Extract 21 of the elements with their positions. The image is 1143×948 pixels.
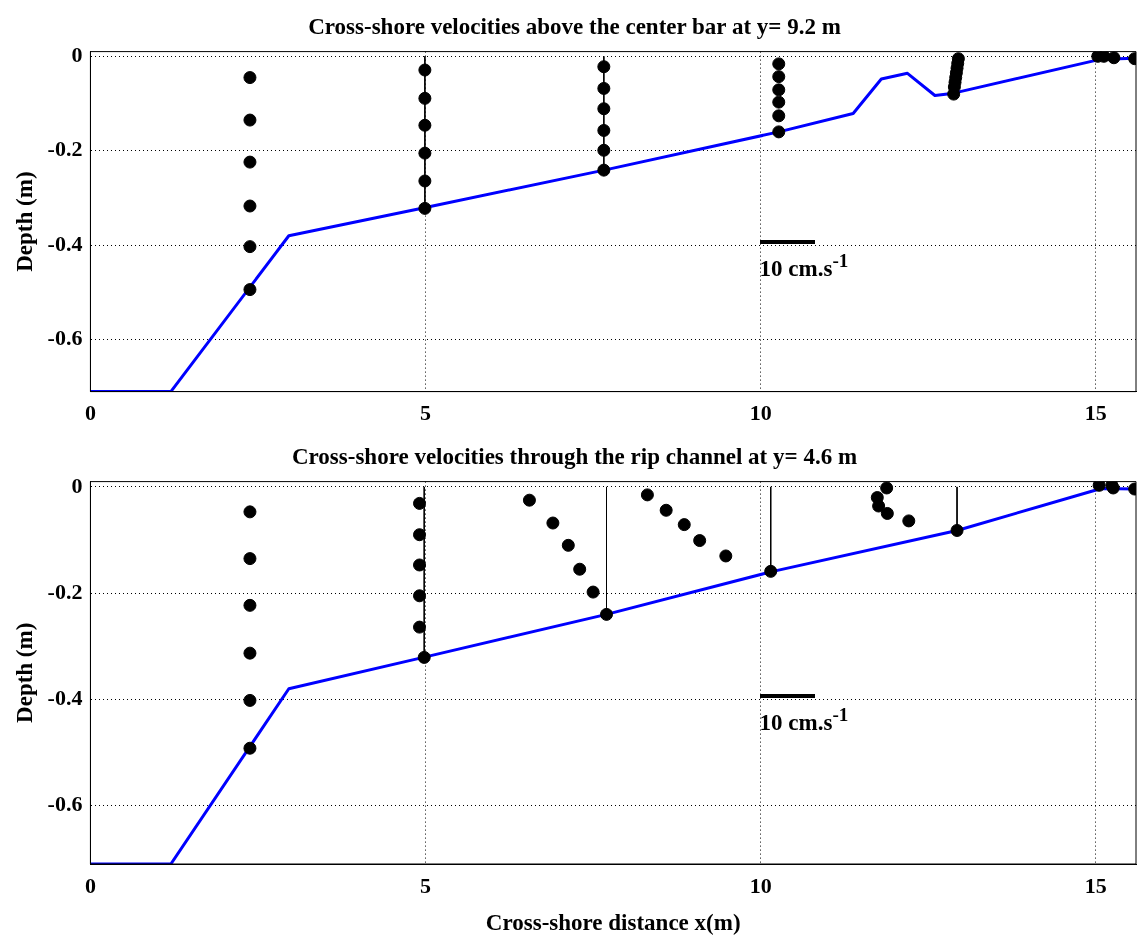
y-tick-label: -0.4 (47, 230, 83, 256)
y-tick-label: 0 (71, 42, 83, 68)
y-axis-title: Depth (m) (11, 171, 37, 272)
y-tick-label: -0.2 (47, 578, 83, 604)
x-tick-label: 5 (420, 872, 432, 898)
y-tick-label: 0 (71, 472, 83, 498)
x-tick-label: 10 (749, 400, 772, 426)
x-tick-label: 15 (1084, 872, 1107, 898)
y-tick-label: -0.2 (47, 136, 83, 162)
x-axis-title: Cross-shore distance x(m) (485, 910, 741, 936)
y-tick-label: -0.6 (47, 325, 83, 351)
chart-title: Cross-shore velocities above the center bar at y= 9.2 m (308, 13, 841, 39)
y-tick-label: -0.6 (47, 791, 83, 817)
x-tick-label: 10 (749, 872, 772, 898)
chart-title: Cross-shore velocities through the rip channel at y= 4.6 m (291, 443, 858, 469)
y-tick-label: -0.4 (47, 685, 83, 711)
y-axis-title: Depth (m) (11, 622, 37, 723)
x-tick-label: 5 (420, 400, 432, 426)
annotation: 10 cm.s$^{-1}$ (759, 703, 849, 736)
x-tick-label: 15 (1084, 400, 1107, 426)
annotation: 10 cm.s$^{-1}$ (759, 250, 849, 282)
